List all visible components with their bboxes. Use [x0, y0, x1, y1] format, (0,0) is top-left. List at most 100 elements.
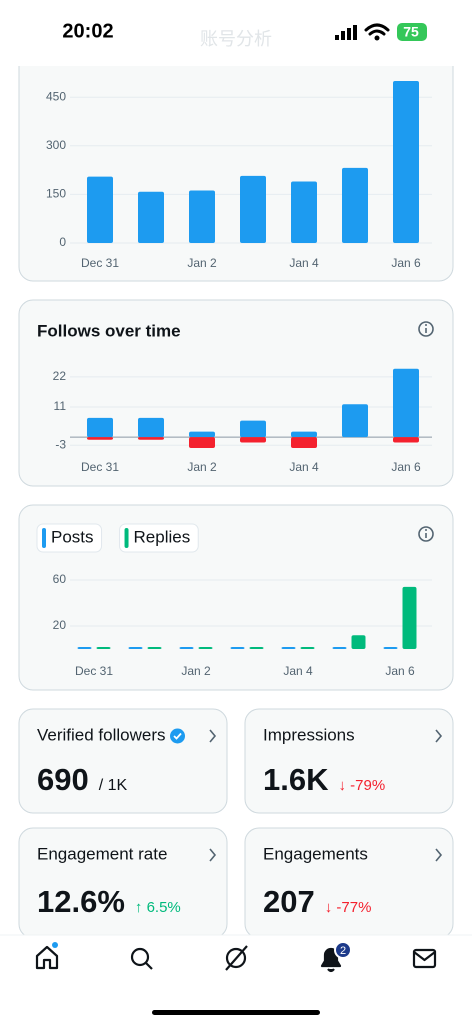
battery — [397, 23, 427, 41]
y-tick-label: 20 — [53, 618, 67, 632]
bar — [128, 647, 143, 649]
verified-check — [173, 732, 182, 740]
x-tick-label: Jan 6 — [391, 256, 421, 270]
bar — [198, 647, 213, 649]
y-tick-label: 11 — [54, 399, 67, 413]
grok-tab[interactable] — [225, 945, 248, 971]
x-tick-label: Jan 6 — [385, 664, 415, 678]
card-sub: / 1K — [99, 777, 128, 794]
search-tab[interactable] — [130, 947, 153, 970]
home-indicator — [152, 1010, 320, 1015]
legend-box — [36, 523, 103, 553]
badge — [334, 941, 352, 959]
bar — [87, 437, 113, 440]
card-value: 690 — [37, 762, 89, 797]
x-tick-label: Dec 31 — [75, 664, 113, 678]
legend-swatch — [42, 528, 46, 548]
x-tick-label: Dec 31 — [81, 256, 119, 270]
chevron — [435, 729, 443, 743]
x-tick-label: Jan 6 — [391, 460, 421, 474]
y-tick-label: 150 — [46, 187, 66, 201]
bar — [189, 431, 215, 438]
chevron — [209, 729, 217, 743]
signal-icon — [335, 25, 357, 40]
bar — [96, 647, 111, 649]
legend-swatch — [124, 528, 129, 548]
y-tick-label: 450 — [46, 89, 66, 103]
y-tick-label: -3 — [55, 437, 66, 451]
bar — [249, 647, 264, 649]
bar — [342, 167, 368, 243]
bar — [230, 647, 245, 649]
x-tick-label: Dec 31 — [81, 460, 119, 474]
x-tick-label: Jan 4 — [289, 460, 319, 474]
card-label: Verified followers — [37, 725, 166, 744]
badge-count: 2 — [340, 945, 346, 957]
legend-label: Replies — [134, 527, 191, 546]
bar — [147, 647, 162, 649]
card-value: 207 — [263, 884, 315, 919]
wifi-dot — [374, 35, 380, 41]
bar — [291, 181, 317, 243]
bar — [240, 175, 266, 243]
card-change: ↑ 6.5% — [135, 899, 181, 916]
home-tab[interactable] — [35, 945, 59, 970]
chart-title: Follows over time — [37, 321, 181, 340]
bar — [189, 437, 215, 448]
bar — [393, 81, 419, 243]
clock: 20:02 — [62, 20, 113, 42]
bar — [189, 190, 215, 243]
y-tick-label: 300 — [46, 138, 66, 152]
y-tick-label: 0 — [59, 235, 66, 249]
messages-tab[interactable] — [412, 948, 437, 969]
legend-item: Posts — [36, 523, 103, 553]
x-tick-label: Jan 4 — [283, 664, 313, 678]
card-change: ↓ -79% — [338, 777, 385, 794]
card-value: 1.6K — [263, 762, 329, 797]
info-icon[interactable] — [418, 526, 434, 542]
x-tick-label: Jan 2 — [187, 460, 217, 474]
bar — [332, 647, 347, 649]
card-label: Impressions — [263, 725, 355, 744]
x-tick-label: Jan 2 — [181, 664, 211, 678]
bar — [300, 647, 315, 649]
y-tick-label: 22 — [53, 369, 67, 383]
x-tick-label: Jan 2 — [187, 256, 217, 270]
legend-box — [119, 523, 199, 553]
status-bar — [0, 0, 472, 66]
bar — [393, 437, 419, 443]
card-change: ↓ -77% — [325, 899, 372, 916]
bar — [351, 635, 366, 649]
bar — [240, 437, 266, 443]
card-label: Engagements — [263, 844, 368, 863]
card-value: 12.6% — [37, 884, 125, 919]
bar — [240, 420, 266, 438]
bar — [77, 647, 92, 649]
bar — [138, 417, 164, 438]
bar — [179, 647, 194, 649]
bar — [393, 368, 419, 438]
bar — [281, 647, 296, 649]
wifi-icon — [364, 23, 390, 36]
chart-card — [18, 299, 454, 487]
bar — [402, 586, 417, 649]
x-tick-label: Jan 4 — [289, 256, 319, 270]
bar — [291, 437, 317, 448]
card-label: Engagement rate — [37, 844, 167, 863]
legend-label: Posts — [51, 527, 94, 546]
bar — [138, 437, 164, 440]
bar — [383, 647, 398, 649]
battery-level: 75 — [403, 24, 419, 40]
stat-card — [244, 708, 454, 814]
bar — [291, 431, 317, 438]
bar — [87, 417, 113, 438]
chevron — [209, 848, 217, 862]
info-icon[interactable] — [418, 321, 434, 337]
y-tick-label: 60 — [53, 572, 67, 586]
bar — [87, 176, 113, 243]
verified-badge — [170, 728, 186, 744]
home-dot — [52, 942, 58, 948]
bar — [342, 404, 368, 438]
